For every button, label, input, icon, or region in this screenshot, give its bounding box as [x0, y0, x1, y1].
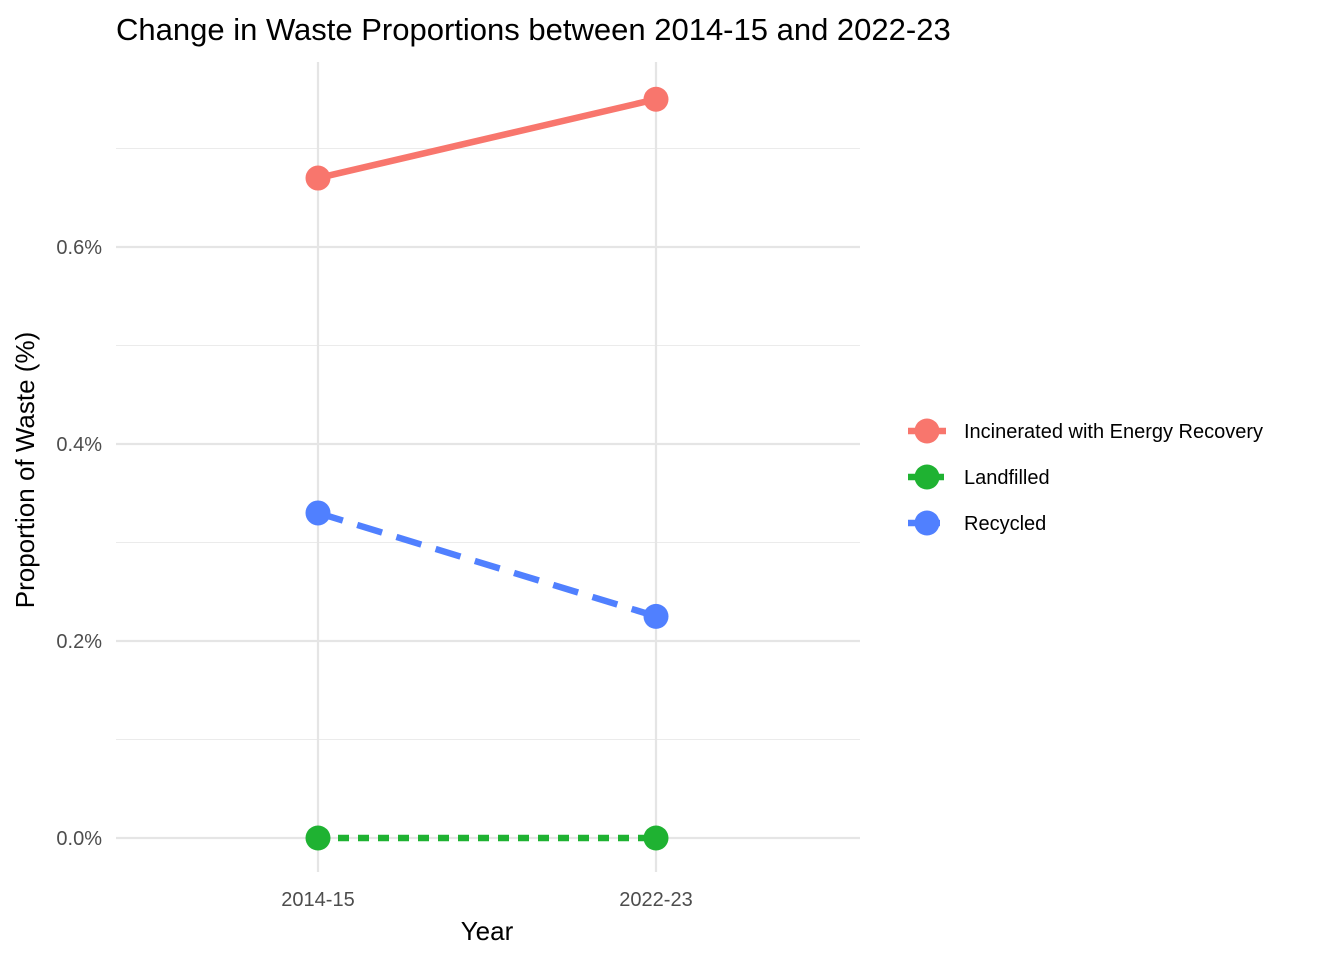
- legend-label: Landfilled: [964, 467, 1050, 489]
- series-line: [317, 509, 657, 620]
- x-tick-label: 2022-23: [619, 889, 692, 911]
- data-point: [643, 825, 669, 851]
- legend-swatch-point: [914, 418, 940, 444]
- data-point: [643, 86, 669, 112]
- y-tick-label: 0.2%: [56, 631, 102, 653]
- data-point: [305, 825, 331, 851]
- data-point: [305, 500, 331, 526]
- legend-swatch-point: [914, 464, 940, 490]
- data-point: [643, 603, 669, 629]
- y-tick-label: 0.0%: [56, 828, 102, 850]
- legend-label: Incinerated with Energy Recovery: [964, 421, 1263, 443]
- x-axis-ticks: 2014-15 2022-23: [281, 889, 692, 911]
- y-axis-ticks: 0.0% 0.2% 0.4% 0.6%: [56, 237, 102, 850]
- data-point: [305, 165, 331, 191]
- chart-title: Change in Waste Proportions between 2014…: [116, 12, 951, 47]
- x-tick-label: 2014-15: [281, 889, 354, 911]
- legend-entry: Recycled: [908, 510, 1046, 536]
- legend-swatch-point: [914, 510, 940, 536]
- legend: Incinerated with Energy Recovery Landfill…: [908, 418, 1263, 536]
- legend-label: Recycled: [964, 513, 1046, 535]
- legend-entry: Incinerated with Energy Recovery: [908, 418, 1263, 444]
- x-axis-title: Year: [461, 916, 514, 946]
- series-lines: [317, 96, 657, 842]
- y-tick-label: 0.6%: [56, 237, 102, 259]
- series-line: [317, 96, 657, 182]
- y-tick-label: 0.4%: [56, 434, 102, 456]
- legend-entry: Landfilled: [908, 464, 1050, 490]
- series-points: [305, 86, 669, 851]
- grid-lines: [116, 62, 860, 872]
- y-axis-title: Proportion of Waste (%): [10, 332, 40, 608]
